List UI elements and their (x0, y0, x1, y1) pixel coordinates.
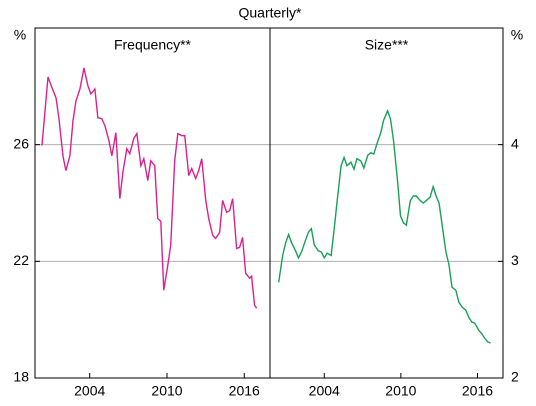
data-line (41, 67, 258, 309)
panel-title: Size*** (365, 37, 409, 53)
y-tick-label: 18 (13, 369, 29, 385)
y-tick-label: 22 (13, 252, 29, 268)
grid-layer (35, 144, 503, 379)
y-tick-label: 2 (511, 369, 519, 385)
x-tick-label: 2004 (309, 383, 340, 399)
panel-title: Frequency** (114, 37, 192, 53)
y-unit: % (14, 27, 26, 43)
x-tick-label: 2010 (385, 383, 416, 399)
y-tick-label: 26 (13, 135, 29, 151)
chart-subtitle: Quarterly* (238, 5, 302, 21)
data-line (277, 108, 491, 344)
x-tick-label: 2004 (74, 383, 105, 399)
x-tick-label: 2016 (229, 383, 260, 399)
y-tick-label: 3 (511, 252, 519, 268)
y-tick-label: 4 (511, 135, 519, 151)
x-tick-label: 2010 (151, 383, 182, 399)
y-unit: % (511, 27, 523, 43)
plot-frame (34, 27, 504, 379)
mark-layer (41, 67, 491, 344)
x-tick-label: 2016 (462, 383, 493, 399)
